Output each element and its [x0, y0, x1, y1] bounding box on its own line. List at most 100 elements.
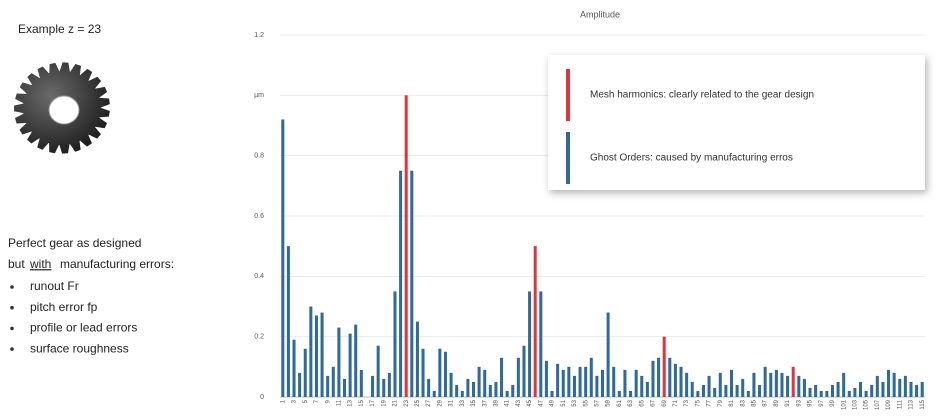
- x-tick-label: 33: [460, 399, 466, 406]
- bar: [623, 370, 626, 397]
- bar: [741, 379, 744, 397]
- bullet-dot: [10, 327, 14, 331]
- bar: [887, 370, 890, 397]
- y-tick-label: 1.2: [254, 32, 264, 39]
- bar: [859, 382, 862, 397]
- bar: [489, 385, 492, 397]
- x-tick-label: 103: [852, 399, 858, 410]
- x-tick-label: 41: [505, 399, 511, 406]
- slide: Example z = 23 Perfect gear as designed …: [0, 0, 937, 416]
- bar: [764, 367, 767, 397]
- x-tick-label: 101: [841, 399, 847, 410]
- bar: [635, 370, 638, 397]
- x-tick-label: 43: [516, 399, 522, 406]
- x-tick-label: 77: [707, 399, 713, 406]
- bar: [545, 361, 548, 397]
- x-tick-label: 59: [606, 399, 612, 406]
- x-tick-label: 13: [348, 399, 354, 406]
- bar: [797, 376, 800, 397]
- bar: [478, 367, 481, 397]
- bar: [708, 376, 711, 397]
- x-tick-label: 27: [426, 399, 432, 406]
- y-tick-label: µm: [254, 92, 264, 99]
- x-tick-label: 51: [561, 399, 567, 406]
- legend-label: Mesh harmonics: clearly related to the g…: [590, 90, 814, 101]
- x-tick-label: 11: [336, 399, 342, 406]
- bar: [438, 349, 441, 397]
- bar: [663, 337, 666, 397]
- x-tick-label: 75: [695, 399, 701, 406]
- bar: [483, 370, 486, 397]
- bar: [713, 388, 716, 397]
- legend-swatch: [566, 132, 570, 184]
- bar: [803, 379, 806, 397]
- bar: [388, 373, 391, 397]
- bar: [848, 391, 851, 397]
- intro-text: with: [29, 257, 51, 271]
- x-tick-label: 113: [909, 399, 915, 409]
- bar: [909, 382, 912, 397]
- chart-title: Amplitude: [580, 9, 620, 19]
- bar: [466, 379, 469, 397]
- bar: [304, 349, 307, 397]
- bar: [399, 171, 402, 397]
- bullet-text: profile or lead errors: [30, 321, 137, 335]
- bar: [814, 385, 817, 397]
- x-tick-label: 69: [662, 399, 668, 406]
- bar: [685, 373, 688, 397]
- x-tick-label: 83: [740, 399, 746, 406]
- intro-text: but: [8, 257, 25, 271]
- bar: [668, 358, 671, 397]
- bar: [809, 388, 812, 397]
- bullet-text: runout Fr: [30, 279, 79, 293]
- bar: [281, 119, 284, 397]
- bar: [702, 385, 705, 397]
- x-tick-label: 17: [370, 399, 376, 406]
- x-tick-label: 57: [594, 399, 600, 406]
- x-tick-label: 79: [718, 399, 724, 406]
- bar: [309, 307, 312, 398]
- bar: [584, 367, 587, 397]
- bar: [775, 370, 778, 397]
- bar: [517, 358, 520, 397]
- bar: [915, 385, 918, 397]
- x-tick-label: 25: [415, 399, 421, 406]
- x-tick-label: 67: [651, 399, 657, 406]
- x-tick-label: 47: [538, 399, 544, 406]
- bullet-text: surface roughness: [30, 341, 129, 355]
- x-tick-label: 9: [325, 399, 331, 403]
- bar: [556, 364, 559, 397]
- x-tick-label: 35: [471, 399, 477, 406]
- bar: [607, 313, 610, 397]
- bar: [629, 391, 632, 397]
- bar: [534, 246, 537, 397]
- bar: [758, 385, 761, 397]
- bar: [595, 376, 598, 397]
- bar: [724, 385, 727, 397]
- y-tick-label: 0.8: [254, 153, 264, 160]
- bar: [444, 352, 447, 397]
- gear-illustration: [8, 56, 116, 160]
- bar: [590, 358, 593, 397]
- bar: [393, 291, 396, 397]
- bar: [820, 391, 823, 397]
- x-tick-label: 85: [752, 399, 758, 406]
- bar: [382, 379, 385, 397]
- bullet-dot: [10, 347, 14, 351]
- bar: [567, 367, 570, 397]
- bar: [769, 373, 772, 397]
- x-tick-label: 65: [639, 399, 645, 406]
- bar: [298, 373, 301, 397]
- bar: [780, 373, 783, 397]
- x-tick-label: 55: [583, 399, 589, 406]
- x-tick-label: 1: [280, 399, 286, 403]
- bar: [601, 370, 604, 397]
- bar: [337, 328, 340, 397]
- x-tick-label: 49: [550, 399, 556, 406]
- x-tick-label: 3: [292, 399, 298, 403]
- legend: Mesh harmonics: clearly related to the g…: [548, 55, 925, 190]
- x-tick-label: 7: [314, 399, 320, 403]
- x-tick-label: 5: [303, 399, 309, 403]
- bar: [349, 334, 352, 397]
- x-tick-label: 105: [864, 399, 870, 410]
